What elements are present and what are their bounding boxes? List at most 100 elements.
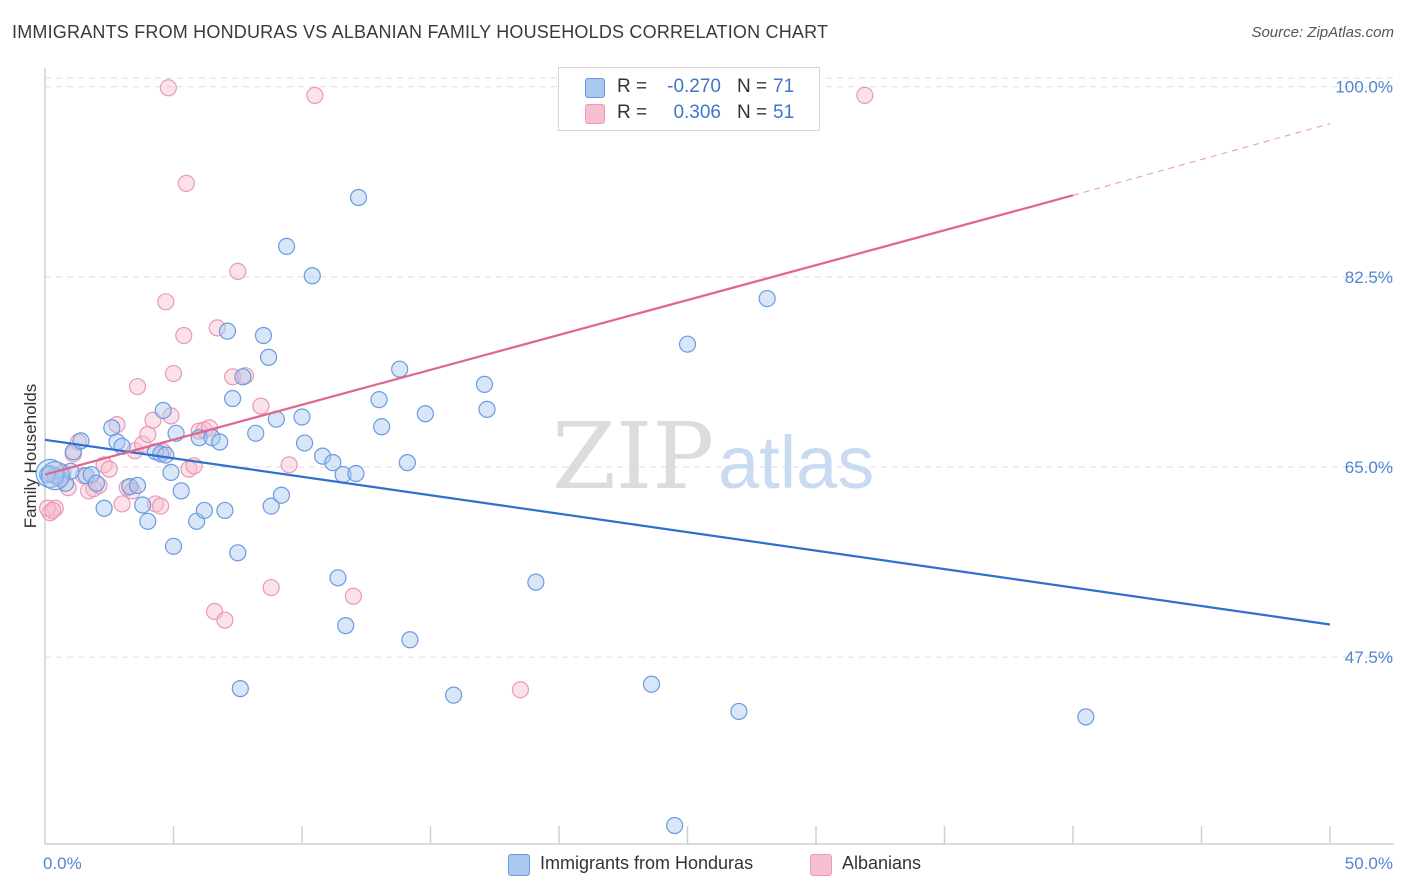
albanians-point bbox=[208, 319, 226, 337]
honduras-point bbox=[398, 454, 416, 472]
honduras-point bbox=[254, 326, 273, 345]
albanians-point bbox=[152, 497, 170, 515]
honduras-point bbox=[229, 544, 247, 562]
legend-r-value: -0.270 bbox=[667, 76, 721, 97]
albanians-point bbox=[280, 456, 298, 474]
y-tick-label: 65.0% bbox=[1345, 458, 1393, 477]
watermark-zip: ZIP bbox=[552, 403, 714, 510]
honduras-point bbox=[95, 499, 113, 517]
albanians-point bbox=[306, 86, 324, 104]
honduras-point bbox=[527, 573, 545, 591]
honduras-point bbox=[337, 617, 355, 635]
honduras-point bbox=[162, 463, 180, 482]
x-tick-label: 50.0% bbox=[1345, 854, 1393, 873]
legend-label: Albanians bbox=[842, 853, 922, 873]
honduras-point bbox=[324, 454, 342, 472]
albanians-point bbox=[252, 397, 270, 415]
albanians-point bbox=[262, 578, 280, 597]
y-axis-label: Family Households bbox=[21, 384, 40, 529]
honduras-point bbox=[164, 537, 183, 555]
correlation-legend: R = -0.270 N = 71 R = 0.306 N = 51 bbox=[558, 67, 820, 131]
legend-label: Immigrants from Honduras bbox=[540, 853, 754, 873]
legend-r-label: R = bbox=[617, 76, 648, 97]
honduras-point bbox=[329, 569, 347, 587]
honduras-point bbox=[224, 389, 242, 408]
honduras-point bbox=[218, 322, 237, 340]
albanians-points bbox=[38, 79, 874, 699]
albanians-trendline-extension bbox=[1072, 123, 1331, 196]
honduras-point bbox=[478, 400, 496, 418]
honduras-point bbox=[293, 408, 311, 426]
chart-title: IMMIGRANTS FROM HONDURAS VS ALBANIAN FAM… bbox=[12, 22, 829, 42]
honduras-point bbox=[216, 501, 234, 520]
legend-r-label: R = bbox=[617, 102, 648, 123]
x-tick-label: 0.0% bbox=[43, 854, 82, 873]
honduras-point bbox=[40, 461, 70, 491]
honduras-point bbox=[139, 512, 157, 530]
honduras-point bbox=[234, 368, 252, 386]
honduras-point bbox=[678, 335, 697, 353]
albanians-point bbox=[159, 79, 177, 97]
blue-swatch bbox=[508, 854, 530, 876]
honduras-point bbox=[313, 447, 332, 465]
watermark-atlas: atlas bbox=[718, 421, 874, 504]
honduras-point bbox=[154, 401, 172, 420]
honduras-point bbox=[172, 482, 190, 500]
albanians-point bbox=[229, 262, 247, 281]
legend-n-label: N = bbox=[737, 76, 768, 97]
honduras-point bbox=[157, 446, 175, 464]
albanians-point bbox=[175, 326, 193, 345]
legend-n-value: 71 bbox=[773, 76, 795, 97]
y-tick-label: 100.0% bbox=[1335, 78, 1393, 97]
honduras-point bbox=[195, 501, 213, 520]
honduras-trendline bbox=[44, 438, 1331, 626]
honduras-point bbox=[373, 418, 391, 436]
source-label: Source: ZipAtlas.com bbox=[1251, 24, 1394, 41]
pink-swatch bbox=[585, 104, 605, 124]
albanians-point bbox=[344, 587, 362, 605]
pink-swatch bbox=[810, 854, 832, 876]
albanians-trendline bbox=[44, 194, 1074, 476]
honduras-point bbox=[642, 675, 661, 693]
honduras-point bbox=[128, 476, 147, 495]
legend-n-label: N = bbox=[737, 102, 768, 123]
honduras-point bbox=[475, 375, 494, 393]
axes bbox=[44, 68, 1394, 845]
albanians-point bbox=[216, 611, 234, 629]
honduras-point bbox=[295, 434, 314, 452]
legend-n-value: 51 bbox=[773, 102, 795, 123]
albanians-point bbox=[113, 495, 131, 513]
albanians-point bbox=[108, 416, 126, 434]
honduras-point bbox=[247, 424, 265, 442]
albanians-point bbox=[100, 460, 118, 478]
honduras-point bbox=[445, 686, 463, 704]
y-tick-label: 47.5% bbox=[1345, 648, 1393, 667]
honduras-point bbox=[416, 405, 434, 423]
honduras-point bbox=[87, 474, 106, 492]
albanians-point bbox=[157, 293, 175, 311]
honduras-point bbox=[231, 680, 249, 698]
honduras-point bbox=[391, 360, 409, 378]
honduras-point bbox=[259, 348, 278, 366]
honduras-point bbox=[1077, 708, 1095, 726]
honduras-point bbox=[730, 702, 748, 721]
honduras-point bbox=[758, 289, 776, 308]
honduras-points bbox=[35, 188, 1095, 835]
honduras-point bbox=[401, 631, 419, 649]
honduras-point bbox=[349, 188, 368, 207]
honduras-point bbox=[262, 497, 280, 515]
albanians-point bbox=[177, 174, 195, 192]
albanians-point bbox=[856, 86, 874, 104]
honduras-point bbox=[82, 465, 100, 484]
watermark: ZIP atlas bbox=[552, 403, 874, 510]
albanians-point bbox=[128, 377, 147, 396]
albanians-point bbox=[164, 364, 183, 383]
honduras-point bbox=[347, 464, 365, 483]
honduras-point bbox=[666, 816, 684, 835]
y-tick-label: 82.5% bbox=[1345, 268, 1393, 287]
honduras-point bbox=[272, 486, 291, 504]
honduras-point bbox=[277, 237, 296, 256]
albanians-point bbox=[511, 681, 530, 699]
tick-labels: 47.5% 65.0% 82.5% 100.0% 0.0% 50.0% bbox=[43, 78, 1393, 873]
